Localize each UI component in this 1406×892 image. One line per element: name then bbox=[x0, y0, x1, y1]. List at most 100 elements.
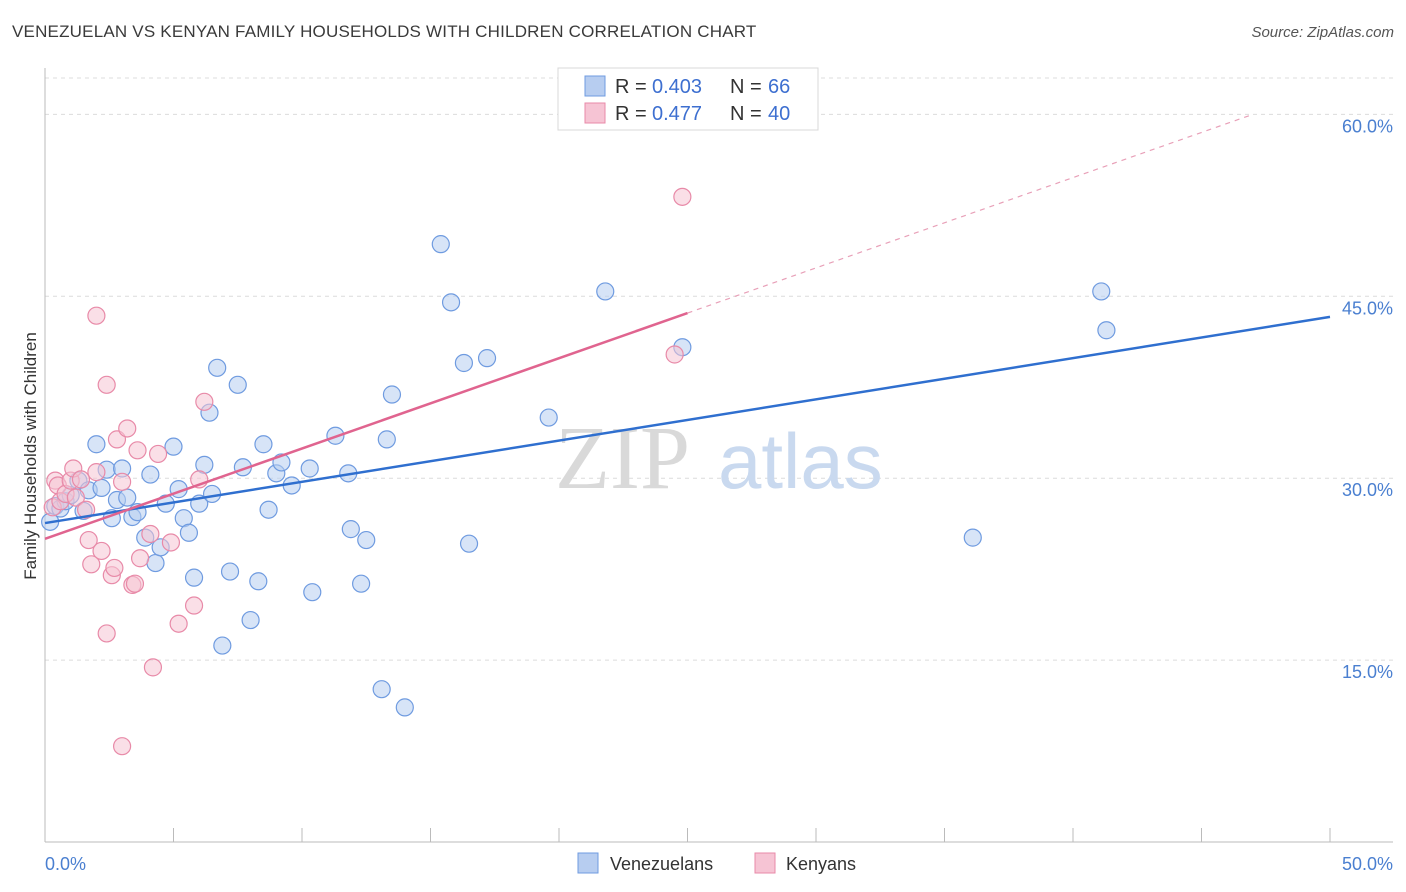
data-point-venezuelans bbox=[228, 375, 247, 394]
data-point-venezuelans bbox=[303, 583, 322, 602]
bottom-legend-swatch-venezuelans bbox=[577, 852, 599, 874]
legend-r-value-1: 0.477 bbox=[652, 103, 702, 125]
data-point-venezuelans bbox=[352, 574, 371, 593]
data-point-kenyans bbox=[79, 530, 98, 550]
data-point-kenyans bbox=[161, 533, 181, 552]
data-point-kenyans bbox=[92, 541, 111, 561]
data-point-kenyans bbox=[128, 441, 147, 460]
data-point-kenyans bbox=[105, 558, 124, 578]
data-point-venezuelans bbox=[596, 282, 615, 301]
data-point-kenyans bbox=[112, 472, 132, 491]
data-point-kenyans bbox=[195, 392, 214, 411]
trend-lines bbox=[44, 113, 1331, 541]
data-point-venezuelans bbox=[241, 610, 260, 630]
y-tick-labels: 15.0% 30.0% 45.0% 60.0% bbox=[1342, 116, 1393, 682]
legend-swatch-venezuelans bbox=[584, 75, 606, 97]
data-point-kenyans bbox=[141, 524, 160, 544]
data-point-kenyans bbox=[665, 345, 684, 364]
legend-n-value-0: 66 bbox=[768, 76, 790, 98]
legend-n-label-1: N = bbox=[730, 103, 762, 125]
data-point-venezuelans bbox=[357, 530, 376, 550]
legend-swatch-kenyans bbox=[584, 102, 606, 124]
data-point-kenyans bbox=[169, 614, 188, 633]
legend-n-label-0: N = bbox=[730, 76, 762, 98]
data-point-venezuelans bbox=[87, 435, 106, 454]
data-point-venezuelans bbox=[118, 488, 137, 507]
data-point-venezuelans bbox=[164, 437, 183, 456]
legend-n-value-1: 40 bbox=[768, 103, 790, 125]
trend-line-kenyans-extension bbox=[687, 113, 1254, 314]
data-point-kenyans bbox=[77, 500, 96, 519]
stats-legend: R = 0.403 N = 66 R = 0.477 N = 40 bbox=[557, 67, 819, 131]
bottom-legend-venezuelans: Venezuelans bbox=[610, 854, 713, 874]
trend-line-venezuelans bbox=[44, 315, 1331, 525]
watermark: ZIP atlas bbox=[555, 409, 883, 508]
data-point-venezuelans bbox=[377, 430, 396, 449]
data-point-kenyans bbox=[673, 187, 692, 206]
data-point-venezuelans bbox=[539, 408, 558, 427]
data-point-venezuelans bbox=[220, 562, 240, 581]
data-point-kenyans bbox=[143, 658, 163, 677]
data-point-venezuelans bbox=[179, 523, 199, 542]
series-legend: Venezuelans Kenyans bbox=[577, 852, 856, 874]
data-point-kenyans bbox=[130, 549, 150, 568]
data-point-venezuelans bbox=[184, 568, 204, 587]
bottom-legend-swatch-kenyans bbox=[754, 852, 776, 874]
data-point-kenyans bbox=[148, 444, 168, 464]
data-point-kenyans bbox=[112, 737, 132, 756]
data-point-kenyans bbox=[97, 375, 116, 394]
y-tick-label: 45.0% bbox=[1342, 298, 1393, 318]
data-point-venezuelans bbox=[963, 528, 982, 547]
x-tick-label-min: 0.0% bbox=[45, 854, 86, 874]
chart-title: VENEZUELAN VS KENYAN FAMILY HOUSEHOLDS W… bbox=[12, 22, 757, 41]
data-point-kenyans bbox=[82, 555, 101, 574]
x-tick-labels: 0.0% 50.0% bbox=[45, 854, 1393, 874]
data-point-venezuelans bbox=[202, 484, 222, 504]
watermark-zip: ZIP bbox=[555, 409, 690, 508]
axes bbox=[44, 68, 1393, 843]
y-axis-label: Family Households with Children bbox=[21, 332, 40, 580]
data-point-venezuelans bbox=[395, 698, 414, 717]
y-tick-label: 60.0% bbox=[1342, 116, 1393, 136]
data-point-kenyans bbox=[87, 306, 106, 325]
data-point-venezuelans bbox=[341, 520, 360, 539]
data-point-kenyans bbox=[118, 419, 137, 438]
data-point-kenyans bbox=[97, 624, 116, 643]
data-point-venezuelans bbox=[254, 435, 273, 454]
data-point-kenyans bbox=[71, 470, 91, 489]
bottom-legend-kenyans: Kenyans bbox=[786, 854, 856, 874]
data-point-venezuelans bbox=[141, 465, 160, 484]
data-point-venezuelans bbox=[477, 349, 497, 368]
data-point-kenyans bbox=[87, 463, 106, 482]
data-point-venezuelans bbox=[92, 478, 111, 497]
data-point-venezuelans bbox=[431, 235, 450, 254]
gridlines bbox=[45, 77, 1393, 661]
data-point-venezuelans bbox=[300, 459, 319, 478]
data-point-kenyans bbox=[66, 488, 85, 507]
x-tick-label-max: 50.0% bbox=[1342, 854, 1393, 874]
data-point-venezuelans bbox=[1092, 282, 1111, 301]
data-point-venezuelans bbox=[146, 553, 165, 573]
data-point-venezuelans bbox=[382, 385, 402, 404]
data-point-venezuelans bbox=[208, 358, 227, 377]
series-kenyans bbox=[43, 187, 692, 756]
legend-r-label-0: R = bbox=[615, 76, 647, 98]
data-points bbox=[41, 187, 1116, 756]
y-tick-label: 15.0% bbox=[1342, 662, 1393, 682]
data-point-venezuelans bbox=[249, 572, 268, 591]
data-point-venezuelans bbox=[372, 680, 391, 699]
data-point-venezuelans bbox=[1097, 321, 1116, 340]
watermark-atlas: atlas bbox=[718, 417, 883, 505]
legend-r-value-0: 0.403 bbox=[652, 76, 702, 98]
y-tick-label: 30.0% bbox=[1342, 480, 1393, 500]
data-point-venezuelans bbox=[213, 636, 232, 655]
trend-line-kenyans bbox=[44, 311, 688, 541]
data-point-venezuelans bbox=[259, 500, 278, 519]
data-point-venezuelans bbox=[454, 353, 474, 373]
data-point-kenyans bbox=[184, 596, 204, 615]
data-point-venezuelans bbox=[441, 293, 461, 312]
legend-r-label-1: R = bbox=[615, 103, 647, 125]
chart-source: Source: ZipAtlas.com bbox=[1251, 24, 1394, 41]
data-point-kenyans bbox=[125, 574, 145, 593]
